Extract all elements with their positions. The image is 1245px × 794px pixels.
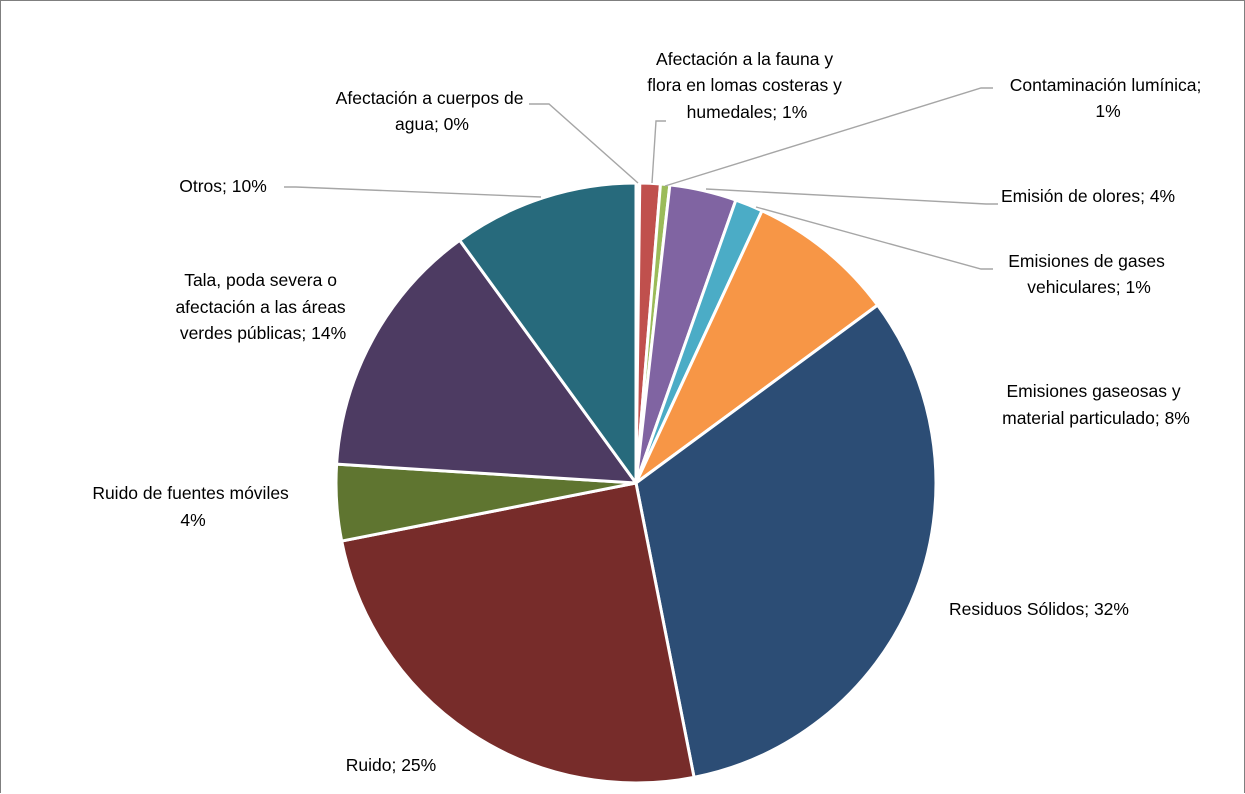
label-gases: Emisiones de gases vehiculares; 1% [1008,251,1170,297]
pie-slice-5 [634,209,880,485]
label-otros: Otros; 10% [179,176,267,196]
label-agua-line-2: agua; 0% [395,114,469,134]
label-gaseosas-line-1: Emisiones gaseosas y [1007,381,1181,401]
label-gases-line-2: vehiculares; 1% [1027,277,1151,297]
label-gases-line-1: Emisiones de gases [1008,251,1165,271]
label-olores-line-1: Emisión de olores; 4% [1001,186,1175,206]
label-solidos-line-1: Residuos Sólidos; 32% [949,599,1129,619]
pie-slice-9 [335,238,638,485]
pie-slice-10 [458,181,638,485]
label-gaseosas: Emisiones gaseosas y material particulad… [1002,381,1190,428]
label-gaseosas-line-2: material particulado; 8% [1002,408,1190,428]
leader-lines [284,87,998,270]
label-ruido-line-1: Ruido; 25% [346,755,436,775]
label-tala: Tala, poda severa o afectación a las áre… [175,270,350,343]
label-fauna: Afectación a la fauna y flora en lomas c… [647,49,846,122]
label-tala-line-2: afectación a las áreas [175,297,345,317]
label-agua: Afectación a cuerpos de agua; 0% [336,88,529,134]
label-luminica-line-2: 1% [1095,101,1120,121]
label-otros-line-1: Otros; 10% [179,176,267,196]
pie-slice-7 [340,481,696,785]
label-moviles-line-2: 4% [180,510,205,530]
label-luminica-line-1: Contaminación lumínica; [1010,75,1202,95]
leader-line-olores [705,188,998,205]
label-tala-line-3: verdes públicas; 14% [180,323,346,343]
label-fauna-line-2: flora en lomas costeras y [647,75,842,95]
label-tala-line-1: Tala, poda severa o [184,270,337,290]
label-moviles-line-1: Ruido de fuentes móviles [92,483,289,503]
label-moviles: Ruido de fuentes móviles 4% [92,483,293,530]
label-olores: Emisión de olores; 4% [1001,186,1175,206]
leader-line-gases [755,206,993,270]
label-fauna-line-3: humedales; 1% [687,102,808,122]
leader-line-luminica [664,87,993,187]
leader-line-fauna [651,120,666,184]
label-agua-line-1: Afectación a cuerpos de [336,88,524,108]
leader-line-agua [529,103,639,184]
label-ruido: Ruido; 25% [346,755,436,775]
pie-slices [334,181,938,785]
label-fauna-line-1: Afectación a la fauna y [656,49,833,69]
pie-slice-6 [634,303,938,779]
label-luminica: Contaminación lumínica; 1% [1010,75,1207,121]
leader-line-otros [284,186,542,198]
label-solidos: Residuos Sólidos; 32% [949,599,1129,619]
